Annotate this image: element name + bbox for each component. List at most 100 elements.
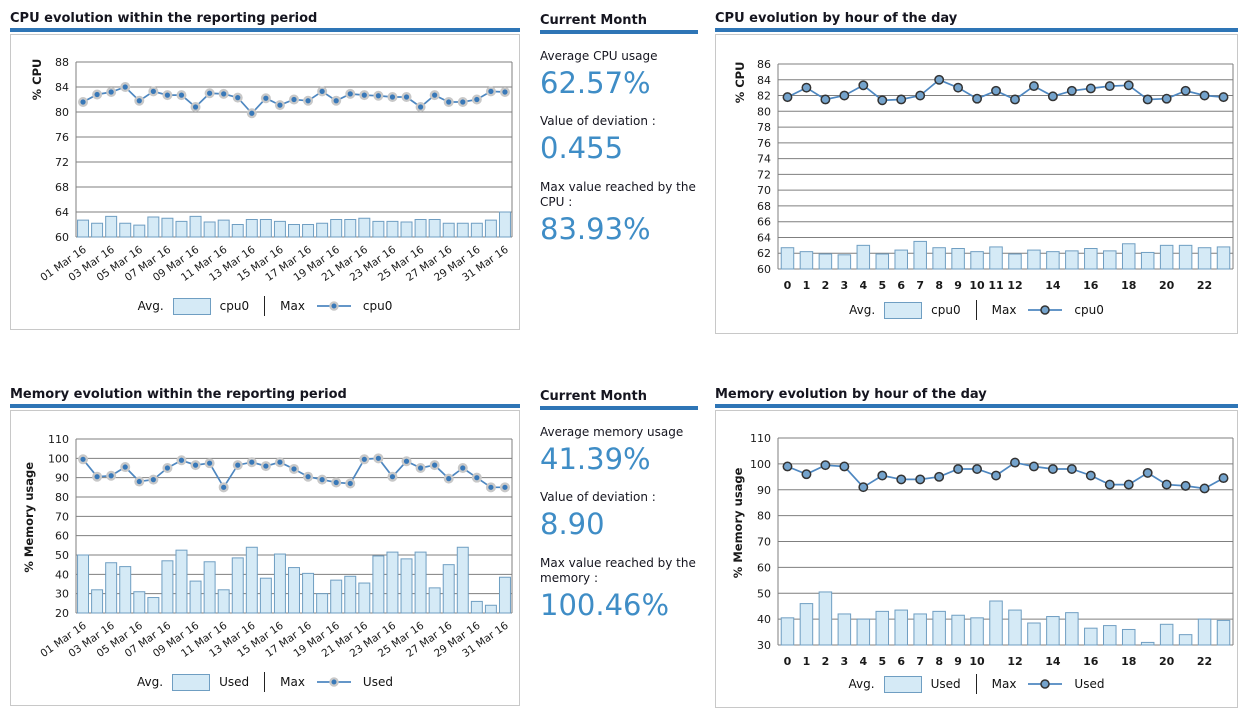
mem-period-chart: 20 30 40 50 60 70 80 90 100 110 % Memory usage 01 M… [22,433,513,660]
svg-text:68: 68 [757,200,771,213]
mem-summary-panel: Current Month Average memory usage 41.39… [540,388,698,621]
legend-max-series: cpu0 [362,299,393,313]
mem-period-legend: Avg. Used Max Used [11,672,519,692]
legend-max-series: cpu0 [1074,303,1104,317]
svg-text:16: 16 [1083,655,1099,668]
bars-series [77,546,511,614]
svg-text:80: 80 [757,510,771,523]
plot: 20 30 40 50 60 70 80 90 100 110 % Memory usage 01 M… [22,433,513,660]
legend-avg-series: cpu0 [931,303,961,317]
svg-text:12: 12 [1007,655,1022,668]
legend-avg-label: Avg. [137,675,164,689]
legend-avg-series: Used [219,675,250,689]
max-line-marker-icon [316,677,351,687]
cpu-hourly-panel: CPU evolution by hour of the day 60 62 64 6… [715,10,1238,334]
cpu-hourly-title: CPU evolution by hour of the day [715,11,958,26]
legend-max-label: Max [280,675,305,689]
legend-divider [264,296,266,316]
mem-summary-title: Current Month [540,389,648,404]
svg-text:8: 8 [935,279,943,292]
legend-divider [975,674,977,694]
svg-text:14: 14 [1045,279,1061,292]
avg-swatch-icon [172,673,211,691]
cpu-period-title: CPU evolution within the reporting perio… [10,11,318,26]
mem-summary-underline [540,406,698,410]
svg-text:11: 11 [988,279,1003,292]
svg-text:110: 110 [750,432,771,445]
legend-avg-label: Avg. [137,299,164,313]
legend-divider [264,672,266,692]
svg-text:60: 60 [55,530,69,543]
svg-text:10: 10 [969,279,985,292]
y-axis-labels: 60 64 68 72 76 80 84 88 [55,56,69,244]
svg-text:70: 70 [757,184,771,197]
mem-max-value: 100.46% [540,587,670,622]
y-axis-labels: 30 40 50 60 70 80 90 100 110 [750,432,771,652]
svg-text:74: 74 [757,153,771,166]
svg-text:60: 60 [757,561,771,574]
avg-swatch-icon [172,297,211,315]
svg-text:8: 8 [935,655,943,668]
svg-text:10: 10 [969,655,985,668]
mem-period-title-underline [10,404,520,408]
cpu-summary-title: Current Month [540,13,648,28]
cpu-period-chart-box: 60 64 68 72 76 80 84 88 % CPU 01 Mar 16 03 Mar 16 0… [10,34,520,330]
svg-text:14: 14 [1045,655,1061,668]
svg-text:2: 2 [822,279,830,292]
legend-avg-label: Avg. [849,303,876,317]
svg-text:4: 4 [859,655,867,668]
svg-text:18: 18 [1121,279,1136,292]
svg-text:64: 64 [757,231,771,244]
mem-deviation-label: Value of deviation : [540,490,656,505]
avg-swatch-icon [883,675,922,693]
svg-text:64: 64 [55,206,69,219]
cpu-period-legend: Avg. cpu0 Max cpu0 [11,296,519,316]
cpu-deviation-value: 0.455 [540,131,624,166]
cpu-hourly-chart-box: 60 62 64 66 68 70 72 74 76 78 80 82 84 86% CPU 0 1 2 3 4 5 6… [715,34,1238,334]
mem-period-panel: Memory evolution within the reporting pe… [10,386,520,706]
svg-text:90: 90 [757,484,771,497]
legend-max-label: Max [280,299,305,313]
gridlines [75,61,513,238]
svg-text:20: 20 [1159,279,1175,292]
cpu-hourly-title-underline [715,28,1238,32]
svg-text:100: 100 [750,458,771,471]
svg-text:40: 40 [757,613,771,626]
svg-text:3: 3 [841,655,849,668]
bars-series [77,211,511,238]
svg-text:4: 4 [859,279,867,292]
svg-text:1: 1 [803,655,811,668]
y-axis-title: % Memory usage [731,467,745,578]
mem-deviation-value: 8.90 [540,507,605,542]
svg-text:0: 0 [784,655,792,668]
svg-text:1: 1 [803,279,811,292]
line-series [78,82,510,119]
y-axis-labels: 20 30 40 50 60 70 80 90 100 110 [48,433,69,620]
svg-text:12: 12 [1007,279,1022,292]
svg-text:22: 22 [1197,279,1212,292]
svg-text:68: 68 [55,181,69,194]
cpu-deviation-label: Value of deviation : [540,114,656,129]
y-axis-labels: 60 62 64 66 68 70 72 74 76 78 80 82 84 86 [757,58,771,276]
line-series [782,74,1229,106]
svg-text:7: 7 [916,279,924,292]
svg-text:62: 62 [757,247,771,260]
svg-text:76: 76 [757,137,771,150]
svg-text:90: 90 [55,472,69,485]
legend-avg-series: Used [930,677,961,691]
svg-text:100: 100 [48,452,69,465]
legend-max-label: Max [991,677,1017,691]
max-line-marker-icon [1028,679,1063,689]
y-axis-title: % CPU [733,62,747,104]
svg-text:9: 9 [954,279,962,292]
svg-text:60: 60 [55,231,69,244]
mem-max-label: Max value reached by the memory : [540,555,696,585]
legend-max-series: Used [1074,677,1105,691]
svg-text:76: 76 [55,131,69,144]
svg-text:18: 18 [1121,655,1136,668]
